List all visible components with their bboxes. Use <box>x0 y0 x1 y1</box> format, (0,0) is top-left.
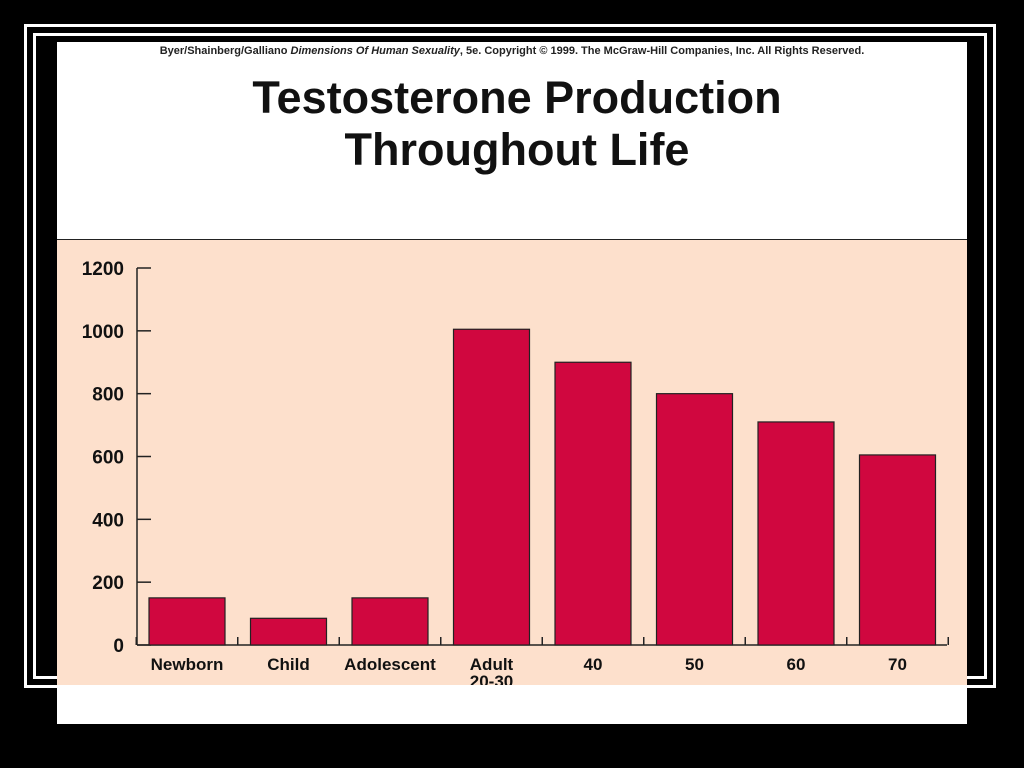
credit-book-title: Dimensions Of Human Sexuality <box>290 45 460 57</box>
y-tick-label: 1200 <box>82 259 124 280</box>
y-tick-label: 200 <box>92 573 124 594</box>
bar <box>858 454 937 646</box>
chart-panel: 0 200 400 600 800 1000 1200 Newborn Child Adolesc… <box>57 239 967 685</box>
slide: Byer/Shainberg/Galliano Dimensions Of Hu… <box>57 42 967 724</box>
y-tick-label: 0 <box>113 636 124 657</box>
bar <box>351 597 429 646</box>
x-tick-label: 20-30 <box>470 672 513 685</box>
y-tick-label: 600 <box>92 448 124 469</box>
page-title: Testosterone Production Throughout Life <box>57 72 967 176</box>
x-tick-label: 50 <box>685 655 704 674</box>
y-tick-label: 800 <box>92 385 124 406</box>
x-tick-label: Newborn <box>151 655 224 674</box>
bar-chart: 0 200 400 600 800 1000 1200 Newborn Child Adolesc… <box>82 259 949 685</box>
bar <box>249 617 328 646</box>
bar <box>554 361 632 646</box>
x-tick-label: 60 <box>787 655 806 674</box>
x-tick-label: Child <box>267 655 310 674</box>
credit-rest: , 5e. Copyright © 1999. The McGraw-Hill … <box>459 45 865 57</box>
y-tick-label: 400 <box>92 510 124 531</box>
credit-authors: Byer/Shainberg/Galliano <box>159 45 288 57</box>
x-tick-label: 70 <box>888 655 907 674</box>
x-tick-label: 40 <box>584 655 603 674</box>
bar <box>452 328 531 646</box>
credit-line: Byer/Shainberg/Galliano Dimensions Of Hu… <box>57 45 967 57</box>
title-line-2: Throughout Life <box>344 124 690 175</box>
x-tick-label: Adult <box>470 655 514 674</box>
bar <box>148 597 226 646</box>
title-line-1: Testosterone Production <box>252 72 782 123</box>
bar <box>655 393 734 646</box>
x-tick-label: Adolescent <box>344 655 436 674</box>
y-tick-label: 1000 <box>82 322 124 343</box>
bar <box>757 421 835 646</box>
